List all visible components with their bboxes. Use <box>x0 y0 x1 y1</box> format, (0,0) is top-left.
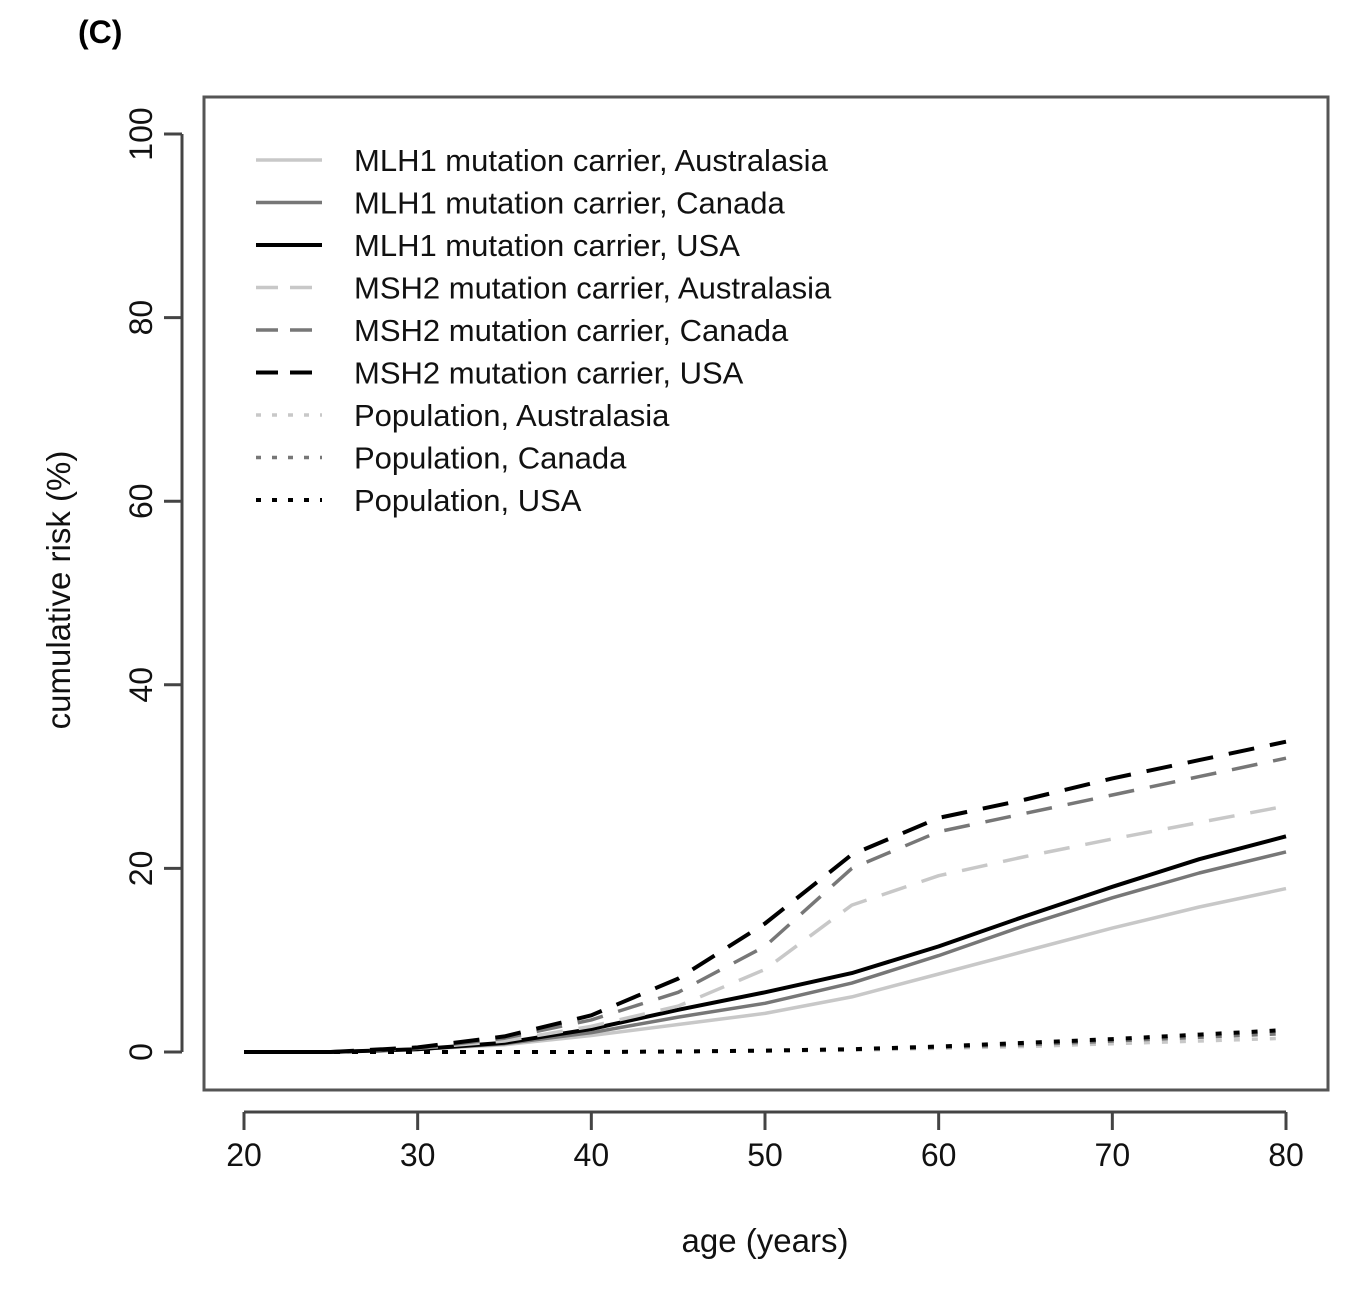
y-tick-label: 100 <box>123 107 159 160</box>
legend-label: Population, Australasia <box>354 398 670 433</box>
legend: MLH1 mutation carrier, Australasia MLH1 m… <box>256 143 832 518</box>
x-axis-label: age (years) <box>682 1222 849 1259</box>
legend-label: MLH1 mutation carrier, USA <box>354 228 740 263</box>
legend-label: MSH2 mutation carrier, Canada <box>354 313 789 348</box>
panel-label: (C) <box>78 14 123 50</box>
series-line-9 <box>244 1028 1287 1054</box>
x-tick-label: 60 <box>921 1137 957 1173</box>
y-axis-label: cumulative risk (%) <box>40 451 77 730</box>
legend-label: Population, Canada <box>354 441 627 476</box>
y-tick-label: 60 <box>123 483 159 519</box>
axes: 20 30 40 50 60 70 80 0 20 40 60 80 100 <box>123 95 1330 1173</box>
y-tick-label: 40 <box>123 667 159 703</box>
series-line-5 <box>244 756 1287 1054</box>
series-line-6 <box>244 739 1287 1054</box>
y-tick-label: 0 <box>123 1043 159 1061</box>
x-tick-label: 30 <box>400 1137 436 1173</box>
series-lines <box>244 739 1287 1054</box>
x-tick-label: 40 <box>574 1137 610 1173</box>
series-line-7 <box>244 1036 1287 1054</box>
y-tick-label: 80 <box>123 300 159 336</box>
x-tick-label: 80 <box>1268 1137 1304 1173</box>
x-tick-label: 70 <box>1095 1137 1131 1173</box>
series-line-1 <box>244 886 1287 1054</box>
legend-label: MLH1 mutation carrier, Australasia <box>354 143 829 178</box>
x-tick-label: 50 <box>747 1137 783 1173</box>
legend-label: MLH1 mutation carrier, Canada <box>354 186 786 221</box>
y-tick-label: 20 <box>123 851 159 887</box>
legend-label: MSH2 mutation carrier, USA <box>354 356 744 391</box>
plot-frame <box>202 95 1330 1092</box>
legend-label: MSH2 mutation carrier, Australasia <box>354 271 832 306</box>
legend-label: Population, USA <box>354 483 582 518</box>
x-tick-label: 20 <box>226 1137 262 1173</box>
series-line-3 <box>244 834 1287 1054</box>
